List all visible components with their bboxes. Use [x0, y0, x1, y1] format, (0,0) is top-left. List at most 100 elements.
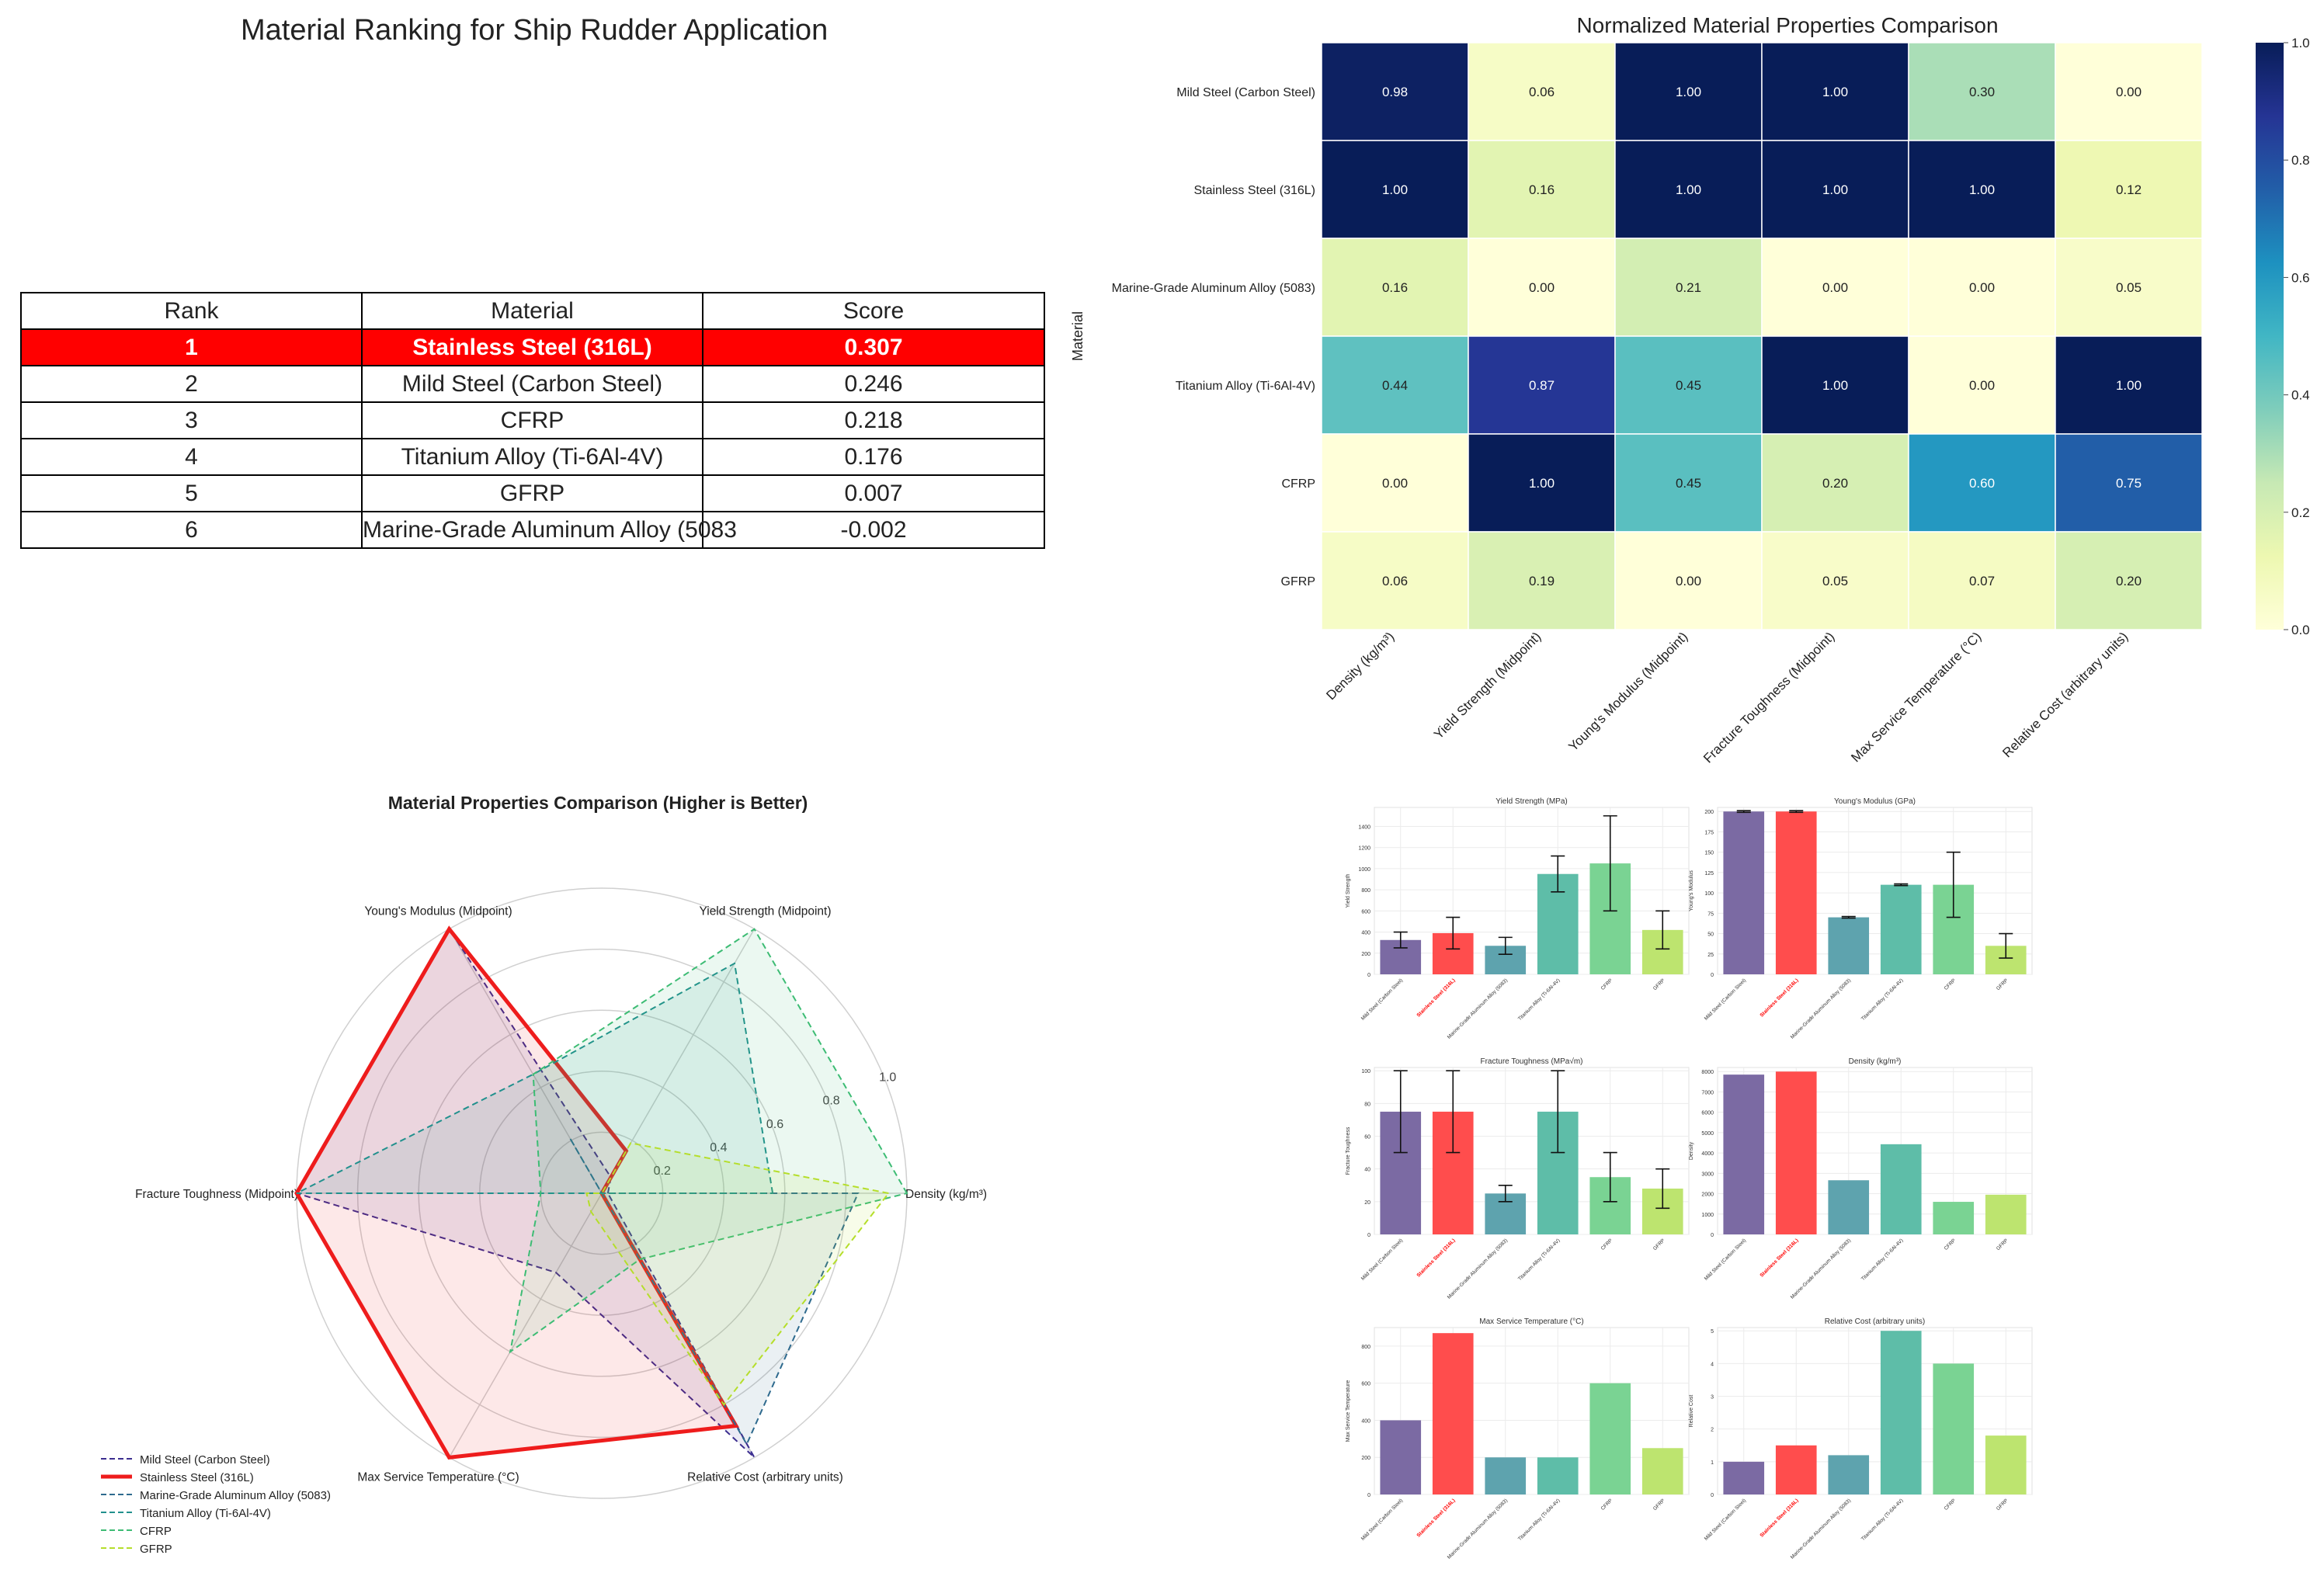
- bar-panel-title: Fracture Toughness (MPa√m): [1480, 1057, 1582, 1066]
- bar-ytick-label: 800: [1361, 1345, 1370, 1350]
- heatmap-cell: [1468, 335, 1616, 435]
- bar-ytick-label: 800: [1361, 888, 1370, 894]
- bar-ytick-label: 200: [1361, 952, 1370, 957]
- bar-xtick-label: Titanium Alloy (Ti-6Al-4V): [1860, 977, 1905, 1022]
- colorbar-tick-label: 0.2: [2291, 505, 2310, 520]
- heatmap-cell-value: 0.00: [2116, 85, 2142, 99]
- bar-ytick-label: 100: [1704, 891, 1714, 897]
- bar-grid: Yield Strength (MPa) Yield Strength 0 200 40…: [1346, 797, 2033, 1560]
- ranking-table: Rank Material Score 1 Stainless Steel (3…: [20, 292, 1045, 549]
- material-cell: Titanium Alloy (Ti-6Al-4V): [361, 438, 703, 476]
- heatmap-cell: [2055, 335, 2203, 435]
- bar-ytick-label: 2: [1711, 1428, 1714, 1433]
- bar-xtick-label: CFRP: [1600, 977, 1614, 991]
- bar-ytick-label: 8000: [1701, 1070, 1714, 1075]
- bar-ytick-label: 6000: [1701, 1111, 1714, 1116]
- bar-ytick-label: 25: [1707, 953, 1714, 958]
- bar-panel-frame: [1717, 1327, 2033, 1495]
- bar: [1880, 1144, 1922, 1234]
- heatmap-col-label: Yield Strength (Midpoint): [1431, 629, 1544, 741]
- score-cell: 0.307: [702, 328, 1045, 366]
- bar-xtick-label: Mild Steel (Carbon Steel): [1360, 1238, 1404, 1281]
- radar-series-fill: [297, 929, 755, 1458]
- radar-axis-label: Relative Cost (arbitrary units): [687, 1471, 843, 1484]
- bar: [1537, 1457, 1579, 1494]
- bar-panel-frame: [1717, 1067, 2033, 1235]
- ranking-row: 4 Titanium Alloy (Ti-6Al-4V) 0.176: [20, 438, 1045, 476]
- bar-ytick-label: 400: [1361, 1418, 1370, 1424]
- bar-ytick-label: 100: [1361, 1069, 1370, 1074]
- heatmap-cell: [1614, 335, 1763, 435]
- material-cell: CFRP: [361, 401, 703, 439]
- heatmap-cell-value: 0.19: [1529, 574, 1555, 588]
- bar-panel-ylabel: Yield Strength: [1346, 874, 1351, 908]
- ranking-title: Material Ranking for Ship Rudder Applica…: [241, 14, 829, 47]
- material-cell: Mild Steel (Carbon Steel): [361, 365, 703, 403]
- colorbar-tick-label: 0.4: [2291, 388, 2310, 403]
- bar-xtick-label: CFRP: [1600, 1238, 1614, 1251]
- bar: [1828, 1180, 1870, 1234]
- bar-xtick-label: Marine-Grade Aluminum Alloy (5083): [1447, 977, 1509, 1040]
- bar-xtick-label: Stainless Steel (316L): [1416, 1498, 1456, 1538]
- heatmap-cell-value: 0.05: [1822, 574, 1848, 588]
- colorbar-tick-label: 0.6: [2291, 270, 2310, 285]
- heatmap-cell-value: 1.00: [1529, 476, 1555, 491]
- heatmap-row-label: CFRP: [1281, 477, 1315, 491]
- radar-series-fill: [510, 929, 907, 1352]
- bar-panel-frame: [1374, 1327, 1690, 1495]
- bar-panel-ylabel: Max Service Temperature: [1346, 1380, 1351, 1442]
- heatmap-row-label: GFRP: [1281, 575, 1315, 588]
- bar-ytick-label: 200: [1361, 1456, 1370, 1461]
- bar-xtick-label: GFRP: [1996, 1238, 2010, 1251]
- ranking-row: 2 Mild Steel (Carbon Steel) 0.246: [20, 365, 1045, 403]
- heatmap-cell: [1614, 433, 1763, 533]
- bar-ytick-label: 40: [1364, 1168, 1370, 1173]
- bar-xtick-label: Stainless Steel (316L): [1759, 1498, 1799, 1538]
- heatmap-chart: Normalized Material Properties Compariso…: [1072, 13, 2310, 766]
- heatmap-cell: [2055, 140, 2203, 239]
- bar-xtick-label: Mild Steel (Carbon Steel): [1360, 977, 1404, 1021]
- heatmap-cell: [1761, 42, 1909, 141]
- bar-ytick-label: 80: [1364, 1102, 1370, 1107]
- bar-ytick-label: 1000: [1358, 867, 1370, 873]
- bar-ytick-label: 0: [1367, 973, 1370, 978]
- rank-cell: 4: [20, 438, 363, 476]
- rank-cell: 6: [20, 511, 363, 549]
- heatmap-cell: [1761, 531, 1909, 630]
- score-cell: -0.002: [702, 511, 1045, 549]
- bar-xtick-label: Stainless Steel (316L): [1416, 977, 1456, 1018]
- heatmap-cell-value: 1.00: [1676, 182, 1701, 197]
- heatmap-cell-value: 0.00: [1382, 476, 1408, 491]
- header-score: Score: [702, 292, 1045, 330]
- heatmap-cell-value: 0.00: [1529, 280, 1555, 295]
- material-cell: Stainless Steel (316L): [361, 328, 703, 366]
- bar-xtick-label: Titanium Alloy (Ti-6Al-4V): [1517, 977, 1561, 1022]
- radar-axis-label: Yield Strength (Midpoint): [699, 904, 831, 918]
- bar-xtick-label: Mild Steel (Carbon Steel): [1360, 1498, 1404, 1541]
- heatmap-cell-value: 0.60: [1969, 476, 1995, 491]
- bar-ytick-label: 0: [1711, 973, 1714, 978]
- bar: [1880, 884, 1922, 974]
- bar-xtick-label: CFRP: [1944, 1238, 1957, 1251]
- bar: [1723, 1461, 1765, 1494]
- colorbar-tick-label: 1.0: [2291, 36, 2310, 50]
- ranking-row: 6 Marine-Grade Aluminum Alloy (5083 -0.0…: [20, 511, 1045, 549]
- bar-panel-frame: [1374, 1067, 1690, 1235]
- bar-panel-title: Yield Strength (MPa): [1495, 797, 1567, 806]
- bar-ytick-label: 150: [1704, 851, 1714, 856]
- bar-ytick-label: 3000: [1701, 1172, 1714, 1177]
- heatmap-cell: [1614, 42, 1763, 141]
- heatmap-cell-value: 0.00: [1822, 280, 1848, 295]
- radar-title: Material Properties Comparison (Higher i…: [388, 793, 808, 813]
- heatmap-cell: [2055, 433, 2203, 533]
- heatmap-cell: [1908, 238, 2056, 337]
- radar-legend-label: Marine-Grade Aluminum Alloy (5083): [140, 1489, 331, 1502]
- bar-panel-title: Density (kg/m³): [1849, 1057, 1902, 1066]
- bar-xtick-label: Stainless Steel (316L): [1759, 977, 1799, 1018]
- bar: [1775, 1445, 1817, 1494]
- bar: [1880, 1331, 1922, 1494]
- bar: [1485, 1457, 1527, 1494]
- heatmap-cell-value: 0.45: [1676, 476, 1701, 491]
- bar-panel-ylabel: Density: [1689, 1141, 1694, 1160]
- heatmap-cell-value: 0.00: [1969, 280, 1995, 295]
